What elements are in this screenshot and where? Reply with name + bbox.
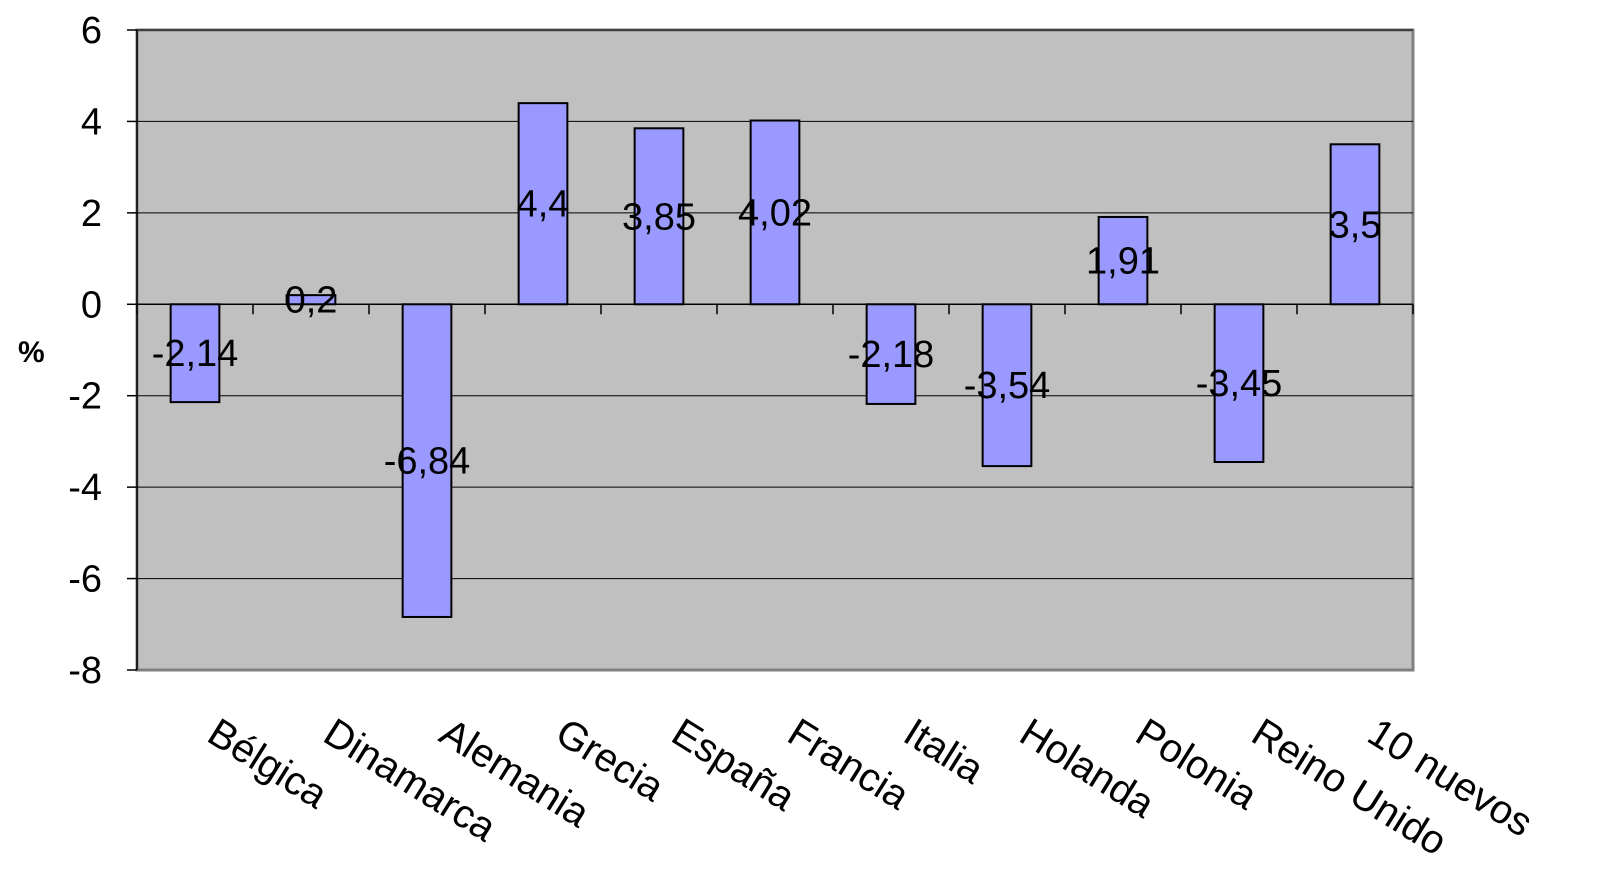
data-label: -2,18 [848,334,935,376]
data-labels: -2,14 0,2 -6,84 4,4 3,85 4,02 -2,18 -3,54 1,91 -3… [152,184,1382,483]
bar-españa [633,127,685,306]
data-label: 1,91 [1086,241,1160,283]
data-label: -6,84 [384,441,471,483]
x-tick-label: España [664,710,803,820]
bars [169,102,1381,618]
y-tick-label: -2 [68,376,102,418]
x-tick-label: Reino Unido [1244,710,1454,864]
y-tick-label: 4 [81,101,102,143]
data-label: -3,45 [1196,363,1283,405]
data-label: -3,54 [964,365,1051,407]
data-label: -2,14 [152,333,239,375]
data-label: 4,4 [517,184,570,226]
y-tick-label: -8 [68,650,102,692]
bar-reino-unido [1213,303,1265,463]
data-label: 3,85 [622,196,696,238]
x-tick-label: Bélgica [200,710,335,817]
y-tick-label: -4 [68,467,102,509]
x-tick-label: Francia [780,710,917,818]
bar-holanda [981,303,1033,468]
y-tick-label: -6 [68,559,102,601]
y-tick-label: 2 [81,193,102,235]
bar-francia [749,119,801,306]
y-axis-label: % [18,336,45,369]
data-label: 4,02 [738,192,812,234]
y-tick-label: 6 [81,10,102,52]
y-tick-label: 0 [81,284,102,326]
bar-italia [865,303,917,405]
data-label: 3,5 [1329,204,1382,246]
data-label: 0,2 [285,280,338,322]
bar-10-nuevos [1329,143,1381,306]
bar-polonia [1097,215,1149,306]
x-axis [136,303,1414,315]
y-axis: 6 4 2 0 -2 -4 -6 -8 [68,10,138,692]
gridlines [137,29,1413,580]
category-labels: BélgicaDinamarcaAlemaniaGreciaEspañaFran… [200,710,1540,864]
